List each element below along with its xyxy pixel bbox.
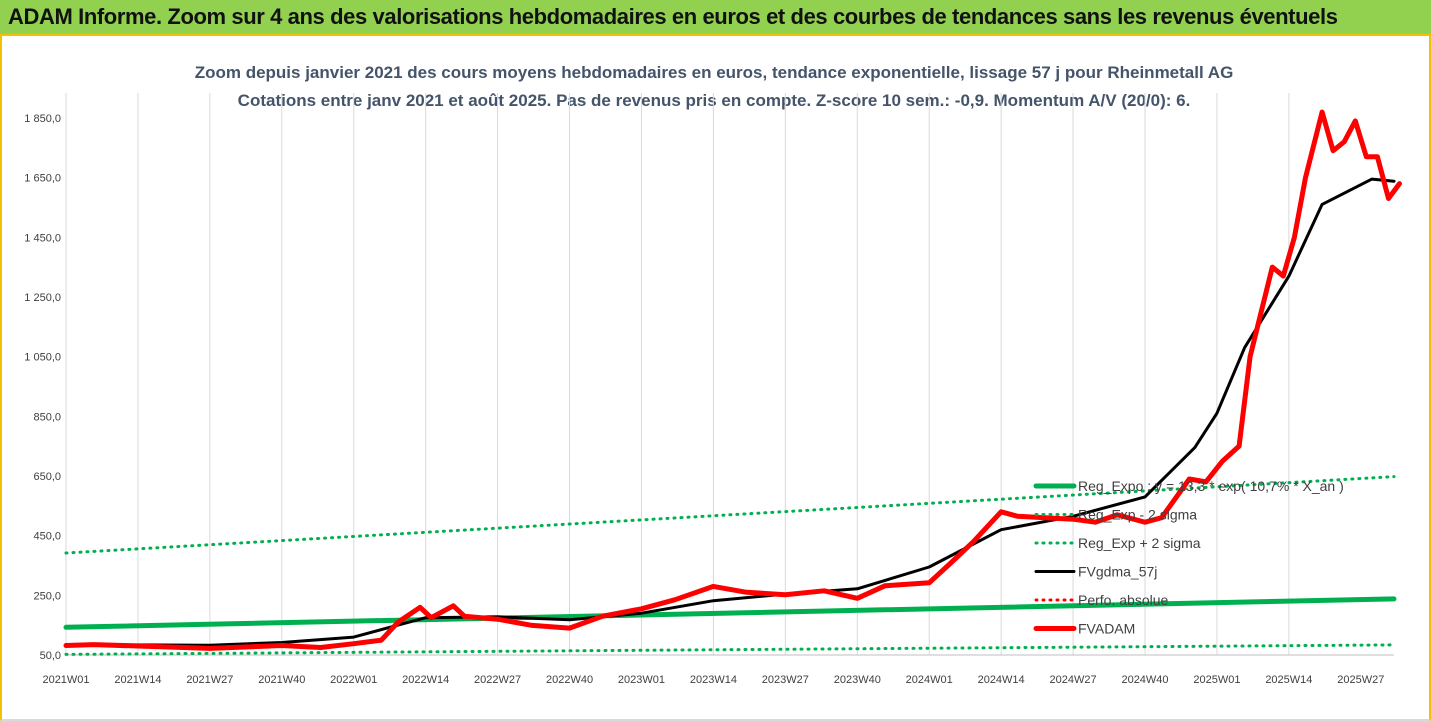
x-tick-label: 2023W27 (762, 674, 809, 686)
x-tick-label: 2021W40 (258, 674, 305, 686)
x-tick-label: 2021W14 (114, 674, 161, 686)
x-tick-label: 2021W01 (42, 674, 89, 686)
x-tick-label: 2023W40 (834, 674, 881, 686)
y-tick-label: 450,0 (33, 531, 61, 543)
y-tick-label: 1 650,0 (24, 173, 61, 185)
report-title: ADAM Informe. Zoom sur 4 ans des valoris… (8, 4, 1338, 29)
legend: Reg_Expo : y = 13,3 * exp( 10,7% * X_an … (1033, 478, 1344, 637)
x-tick-label: 2023W01 (618, 674, 665, 686)
y-tick-label: 850,0 (33, 411, 61, 423)
y-tick-label: 650,0 (33, 471, 61, 483)
y-tick-label: 1 450,0 (24, 232, 61, 244)
x-tick-label: 2024W27 (1050, 674, 1097, 686)
x-tick-label: 2024W01 (906, 674, 953, 686)
series-line (64, 177, 1396, 647)
legend-label: Reg_Exp - 2 sigma (1078, 507, 1197, 523)
series-lines (63, 109, 1402, 656)
x-tick-label: 2024W14 (978, 674, 1025, 686)
x-tick-label: 2022W27 (474, 674, 521, 686)
series-line (64, 475, 1396, 555)
legend-label: FVgdma_57j (1078, 564, 1157, 580)
x-tick-label: 2022W14 (402, 674, 449, 686)
x-tick-label: 2022W01 (330, 674, 377, 686)
chart-title: Zoom depuis janvier 2021 des cours moyen… (195, 63, 1234, 82)
y-tick-label: 1 850,0 (24, 113, 61, 125)
x-tick-label: 2025W01 (1193, 674, 1240, 686)
x-tick-label: 2024W40 (1121, 674, 1168, 686)
axes: 2021W01 2021W14 2021W27 2021W40 2022W01 2022W… (24, 113, 1394, 686)
series-line (63, 109, 1402, 651)
y-tick-label: 250,0 (33, 590, 61, 602)
legend-label: Perfo. absolue (1078, 592, 1168, 608)
y-tick-label: 1 050,0 (24, 352, 61, 364)
chart-subtitle: Cotations entre janv 2021 et août 2025. … (238, 91, 1191, 110)
x-tick-label: 2021W27 (186, 674, 233, 686)
legend-label: Reg_Expo : y = 13,3 * exp( 10,7% * X_an … (1078, 478, 1344, 494)
series-line (64, 643, 1396, 656)
y-tick-label: 50,0 (40, 650, 61, 662)
x-tick-label: 2023W14 (690, 674, 737, 686)
legend-label: FVADAM (1078, 621, 1135, 637)
series-line (63, 596, 1397, 630)
x-tick-label: 2025W14 (1265, 674, 1312, 686)
chart-frame (0, 36, 1431, 721)
y-tick-label: 1 250,0 (24, 292, 61, 304)
report-banner: ADAM Informe. Zoom sur 4 ans des valoris… (0, 0, 1431, 36)
gridlines (65, 93, 1290, 655)
x-tick-label: 2025W27 (1337, 674, 1384, 686)
x-tick-label: 2022W40 (546, 674, 593, 686)
legend-label: Reg_Exp + 2 sigma (1078, 535, 1201, 551)
